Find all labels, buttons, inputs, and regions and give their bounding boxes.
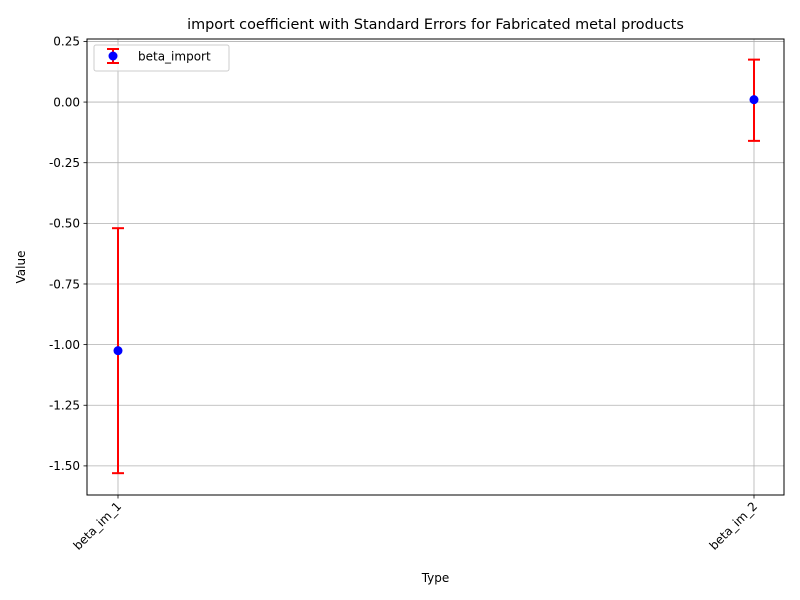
y-tick-label: -1.25	[49, 399, 80, 413]
y-tick-label: 0.25	[53, 35, 80, 49]
plot-frame	[86, 38, 785, 496]
y-axis-title: Value	[14, 251, 28, 284]
grid-lines	[87, 39, 784, 495]
y-tick-label: -1.00	[49, 338, 80, 352]
plot-area	[87, 39, 784, 495]
legend-marker	[107, 48, 119, 64]
legend: beta_import	[93, 44, 230, 72]
data-point	[113, 346, 123, 356]
y-tick-label: -0.50	[49, 217, 80, 231]
data-series	[112, 58, 760, 475]
legend-box	[93, 44, 230, 72]
data-point	[749, 95, 759, 105]
x-axis-title: Type	[421, 571, 450, 585]
y-tick-label: 0.00	[53, 95, 80, 109]
y-tick-label: -0.25	[49, 156, 80, 170]
legend-label: beta_import	[138, 50, 211, 64]
chart-title: import coefficient with Standard Errors …	[187, 17, 684, 33]
y-tick-label: -0.75	[49, 277, 80, 291]
y-tick-label: -1.50	[49, 459, 80, 473]
